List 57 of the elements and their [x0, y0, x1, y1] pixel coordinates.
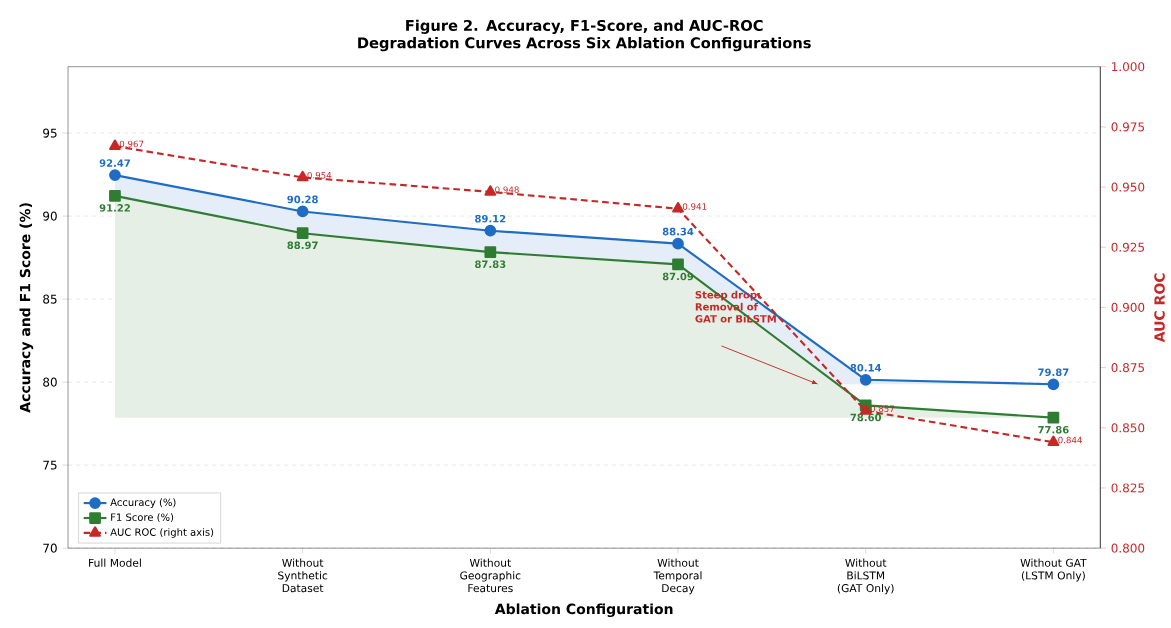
data-label: 88.34 — [662, 227, 694, 236]
data-label: 90.28 — [287, 195, 318, 204]
data-label: 88.97 — [287, 241, 318, 249]
data-label: 77.86 — [1038, 425, 1069, 434]
point — [672, 237, 684, 250]
y2-tick-label: 0.925 — [1111, 242, 1145, 252]
legend-label: F1 Score (%) — [111, 513, 174, 523]
chart-title: Figure 2. Accuracy, F1-Score, and AUC-ROC Degradation Curves Across Six Ablation Configurations — [358, 19, 811, 52]
data-label: 0.941 — [682, 203, 707, 210]
y2-tick-label: 0.875 — [1111, 362, 1145, 373]
point — [109, 169, 121, 181]
data-label: 87.09 — [662, 272, 694, 281]
y2-tick-label: 0.950 — [1111, 182, 1145, 192]
point — [859, 373, 872, 386]
y2-tick-label: 0.825 — [1111, 483, 1145, 493]
y-tick-label: 70 — [43, 543, 57, 553]
point — [1047, 411, 1060, 424]
legend-label: Accuracy (%) — [110, 498, 176, 508]
x-tick-label: Without Synthetic Dataset — [278, 558, 328, 593]
y2-tick-label: 0.850 — [1111, 423, 1145, 433]
data-label: 87.83 — [475, 260, 506, 268]
x-axis-title: Ablation Configuration — [494, 603, 673, 617]
point — [484, 246, 497, 258]
point — [296, 227, 309, 239]
data-label: 89.12 — [475, 214, 506, 223]
point — [484, 185, 497, 196]
point — [296, 205, 309, 218]
y2-tick-label: 0.800 — [1111, 543, 1145, 553]
y-tick-label: 85 — [43, 294, 57, 304]
data-label: 79.87 — [1038, 368, 1069, 376]
y-tick-label: 95 — [43, 128, 57, 138]
point — [484, 224, 497, 237]
point — [672, 201, 684, 213]
x-tick-label: Without Temporal Decay — [653, 558, 702, 595]
data-label: 80.14 — [850, 363, 882, 372]
x-tick-label: Without BiLSTM (GAT Only) — [837, 558, 894, 595]
data-label: 91.22 — [99, 204, 130, 212]
x-tick-label: Full Model — [89, 558, 141, 567]
y2-tick-label: 0.900 — [1111, 302, 1145, 312]
point — [672, 258, 684, 271]
point — [1047, 378, 1060, 391]
point — [296, 170, 309, 182]
y-axis-title: Accuracy and F1 Score (%) — [19, 203, 34, 413]
y-tick-label: 75 — [43, 460, 57, 470]
x-tick-label: Without GAT (LSTM Only) — [1020, 558, 1087, 582]
y2-axis-title: AUC ROC — [1154, 273, 1165, 343]
point — [109, 189, 121, 202]
data-label: 0.967 — [119, 140, 144, 148]
data-label: 78.60 — [850, 413, 882, 422]
x-tick-label: Without Geographic Features — [460, 558, 521, 593]
data-label: 0.844 — [1058, 436, 1082, 444]
y-tick-label: 90 — [43, 211, 57, 221]
y2-tick-label: 0.975 — [1111, 122, 1145, 132]
legend-label: AUC ROC (right axis) — [110, 528, 214, 538]
y-tick-label: 80 — [43, 377, 57, 387]
data-label: 92.47 — [99, 159, 130, 167]
y2-tick-label: 1.000 — [1112, 62, 1145, 72]
